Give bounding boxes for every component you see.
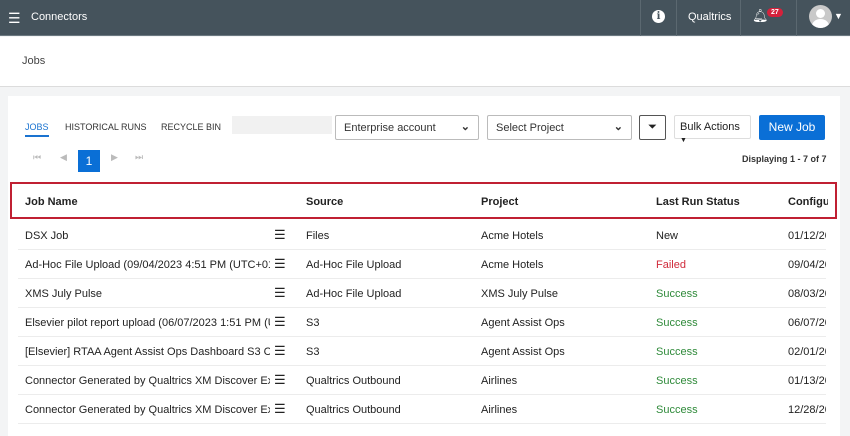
new-job-button[interactable]: New Job <box>759 115 825 140</box>
displaying-count: Displaying 1 - 7 of 7 <box>742 154 827 164</box>
source: Qualtrics Outbound <box>306 375 401 387</box>
table-row[interactable]: DSX Job ☰ Files Acme Hotels New 01/12/20 <box>18 221 826 250</box>
job-name[interactable]: XMS July Pulse <box>25 288 103 300</box>
table-row[interactable]: [Elsevier] RTAA Agent Assist Ops Dashboa… <box>18 337 826 366</box>
divider <box>640 0 641 36</box>
source: S3 <box>306 346 320 358</box>
project: Agent Assist Ops <box>481 346 565 358</box>
filter-icon: ⏷ <box>648 121 657 133</box>
bulk-actions-label: Bulk Actions <box>680 121 740 133</box>
source: S3 <box>306 317 320 329</box>
redacted-area <box>232 116 332 134</box>
configured-date: 06/07/20 <box>788 317 826 329</box>
first-page-icon[interactable]: ⏮ <box>33 152 42 162</box>
project: Acme Hotels <box>481 230 544 242</box>
source: Ad-Hoc File Upload <box>306 288 402 300</box>
tab-historical-runs[interactable]: HISTORICAL RUNS <box>65 122 147 132</box>
project-select-value: Select Project <box>496 122 564 134</box>
job-name[interactable]: Ad-Hoc File Upload (09/04/2023 4:51 PM (… <box>25 259 270 271</box>
column-job-name[interactable]: Job Name <box>25 196 78 208</box>
jobs-card <box>8 96 840 436</box>
chevron-down-icon: ⌄ <box>613 121 623 133</box>
avatar[interactable] <box>809 5 832 28</box>
job-name[interactable]: Elsevier pilot report upload (06/07/2023… <box>25 317 270 329</box>
info-icon[interactable]: i <box>652 10 665 23</box>
last-page-icon[interactable]: ⏭ <box>135 152 144 162</box>
configured-date: 09/04/20 <box>788 259 826 271</box>
page-header: Jobs <box>0 37 850 87</box>
column-project[interactable]: Project <box>481 196 519 208</box>
table-row[interactable]: Ad-Hoc File Upload (09/04/2023 4:51 PM (… <box>18 250 826 279</box>
configured-date: 12/28/20 <box>788 404 826 416</box>
status: Failed <box>656 259 686 271</box>
filter-button[interactable]: ⏷ <box>639 115 666 140</box>
row-menu-icon[interactable]: ☰ <box>274 285 286 300</box>
divider <box>740 0 741 36</box>
row-menu-icon[interactable]: ☰ <box>274 401 286 416</box>
chevron-down-icon: ⌄ <box>460 121 470 133</box>
configured-date: 02/01/20 <box>788 346 826 358</box>
brand-link[interactable]: Qualtrics <box>688 11 732 23</box>
column-configured[interactable]: Configu <box>788 196 828 208</box>
job-name[interactable]: [Elsevier] RTAA Agent Assist Ops Dashboa… <box>25 346 270 358</box>
table-row[interactable]: Connector Generated by Qualtrics XM Disc… <box>18 395 826 424</box>
bulk-actions-dropdown[interactable]: Bulk Actions ▼ <box>674 115 751 144</box>
job-name[interactable]: DSX Job <box>25 230 69 242</box>
divider <box>796 0 797 36</box>
job-name[interactable]: Connector Generated by Qualtrics XM Disc… <box>25 375 270 387</box>
project: Airlines <box>481 375 518 387</box>
configured-date: 01/12/20 <box>788 230 826 242</box>
status: Success <box>656 346 698 358</box>
page-title: Jobs <box>22 55 46 67</box>
hamburger-menu-icon[interactable]: ☰ <box>8 10 21 26</box>
account-select-value: Enterprise account <box>344 122 436 134</box>
app-title: Connectors <box>31 11 88 23</box>
configured-date: 01/13/20 <box>788 375 826 387</box>
status: Success <box>656 375 698 387</box>
notification-badge: 27 <box>767 8 783 17</box>
status: Success <box>656 317 698 329</box>
source: Qualtrics Outbound <box>306 404 401 416</box>
column-source[interactable]: Source <box>306 196 344 208</box>
row-menu-icon[interactable]: ☰ <box>274 372 286 387</box>
table-row[interactable]: Elsevier pilot report upload (06/07/2023… <box>18 308 826 337</box>
project: Acme Hotels <box>481 259 544 271</box>
tab-jobs[interactable]: JOBS <box>25 122 49 137</box>
next-page-icon[interactable]: ▶ <box>111 152 118 162</box>
table-row[interactable]: XMS July Pulse ☰ Ad-Hoc File Upload XMS … <box>18 279 826 308</box>
row-menu-icon[interactable]: ☰ <box>274 256 286 271</box>
account-select[interactable]: Enterprise account ⌄ <box>335 115 479 140</box>
configured-date: 08/03/20 <box>788 288 826 300</box>
divider <box>676 0 677 36</box>
project: XMS July Pulse <box>481 288 559 300</box>
caret-down-icon: ▼ <box>680 137 687 144</box>
row-menu-icon[interactable]: ☰ <box>274 227 286 242</box>
table-row[interactable]: Connector Generated by Qualtrics XM Disc… <box>18 366 826 395</box>
bell-icon[interactable]: 🔔︎ <box>752 8 769 23</box>
project: Agent Assist Ops <box>481 317 565 329</box>
top-bar: ☰ Connectors i Qualtrics 🔔︎ 27 ▼ <box>0 0 850 36</box>
tab-recycle-bin[interactable]: RECYCLE BIN <box>161 122 222 132</box>
row-menu-icon[interactable]: ☰ <box>274 343 286 358</box>
status: New <box>656 230 679 242</box>
column-last-run-status[interactable]: Last Run Status <box>656 196 740 208</box>
source: Ad-Hoc File Upload <box>306 259 402 271</box>
caret-down-icon[interactable]: ▼ <box>834 11 843 21</box>
prev-page-icon[interactable]: ◀ <box>60 152 67 162</box>
status: Success <box>656 288 698 300</box>
project-select[interactable]: Select Project ⌄ <box>487 115 632 140</box>
job-name[interactable]: Connector Generated by Qualtrics XM Disc… <box>25 404 270 416</box>
source: Files <box>306 230 330 242</box>
page-1-button[interactable]: 1 <box>78 150 100 172</box>
table-header-highlight <box>10 182 837 219</box>
row-menu-icon[interactable]: ☰ <box>274 314 286 329</box>
project: Airlines <box>481 404 518 416</box>
status: Success <box>656 404 698 416</box>
